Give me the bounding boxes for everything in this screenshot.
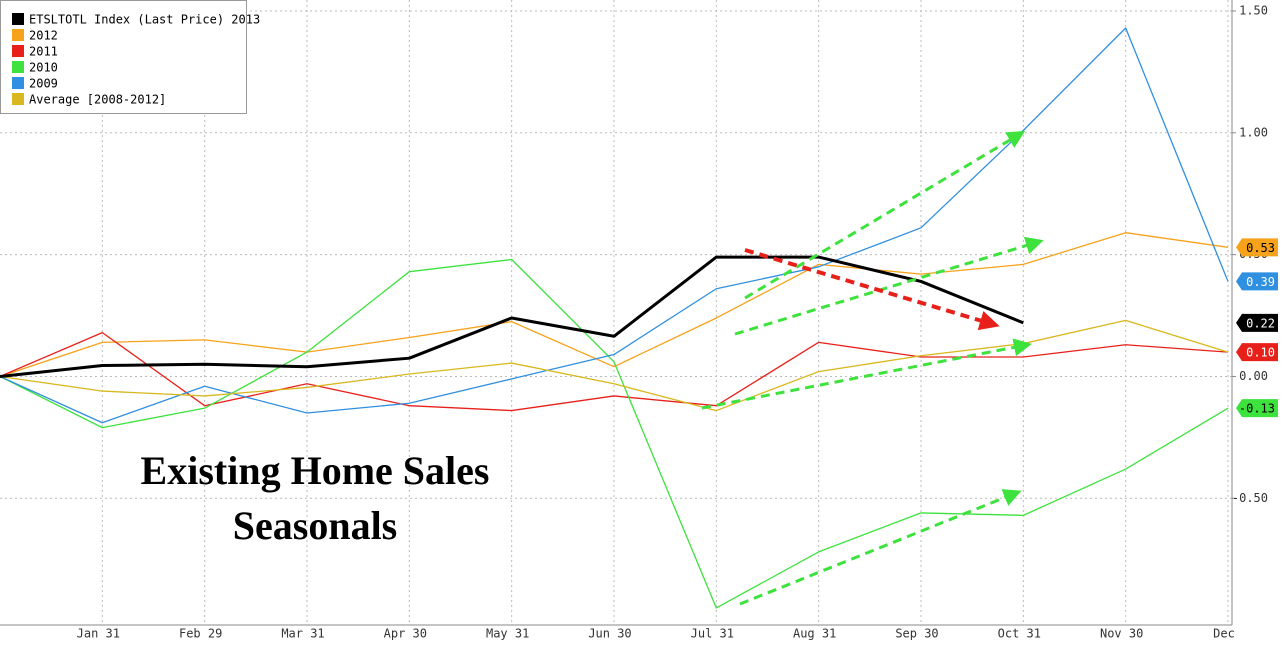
end-label-box [1236, 399, 1278, 418]
y-tick-label: 0.00 [1239, 369, 1268, 383]
end-label: 0.53 [1246, 241, 1275, 255]
legend-swatch [12, 61, 24, 73]
y-tick-label: 1.00 [1239, 125, 1268, 139]
arrow [701, 338, 1032, 410]
series-line [0, 27, 1229, 424]
legend: ETSLTOTL Index (Last Price) 2013 2012 2011… [0, 0, 260, 114]
x-tick-label: Dec [1213, 627, 1235, 641]
end-label-box [1236, 272, 1278, 291]
y-tick-label: -0.50 [1232, 491, 1268, 505]
x-tick-label: Jan 31 [77, 627, 120, 641]
legend-label: 2012 [29, 29, 58, 43]
legend-label: 2011 [29, 45, 58, 59]
annotation: Seasonals [233, 503, 398, 548]
end-label-box [1236, 313, 1278, 332]
end-label-box [1236, 343, 1278, 362]
x-tick-label: Oct 31 [998, 627, 1041, 641]
x-tick-label: Aug 31 [793, 627, 836, 641]
end-label-box [1236, 238, 1278, 257]
x-tick-label: Jul 31 [691, 627, 734, 641]
x-tick-label: Jun 30 [588, 627, 631, 641]
x-tick-label: Sep 30 [895, 627, 938, 641]
legend-swatch [12, 13, 24, 25]
legend-label: Average [2008-2012] [29, 93, 166, 107]
arrow [744, 130, 1026, 300]
legend-box [0, 0, 247, 114]
arrows [701, 130, 1044, 606]
legend-label: 2010 [29, 61, 58, 75]
legend-swatch [12, 29, 24, 41]
end-label: 0.10 [1246, 346, 1275, 360]
y-tick-label: 1.50 [1239, 3, 1268, 17]
end-label: 0.22 [1246, 316, 1275, 330]
x-tick-label: Apr 30 [384, 627, 427, 641]
arrow [734, 236, 1044, 336]
legend-label: ETSLTOTL Index (Last Price) 2013 [29, 13, 260, 27]
grid [0, 0, 1232, 625]
series-line [0, 232, 1229, 378]
end-label: -0.13 [1239, 402, 1275, 416]
legend-swatch [12, 77, 24, 89]
x-tick-label: Nov 30 [1100, 627, 1143, 641]
series-line [0, 331, 1229, 412]
arrow [739, 489, 1022, 606]
series-line [0, 258, 1229, 609]
annotation: Existing Home Sales [141, 448, 490, 493]
legend-label: 2009 [29, 77, 58, 91]
legend-swatch [12, 93, 24, 105]
x-tick-label: May 31 [486, 627, 529, 641]
series-line [0, 255, 1024, 378]
arrow [744, 248, 1000, 331]
x-tick-label: Mar 31 [281, 627, 324, 641]
legend-swatch [12, 45, 24, 57]
x-tick-label: Feb 29 [179, 627, 222, 641]
end-label: 0.39 [1246, 275, 1275, 289]
